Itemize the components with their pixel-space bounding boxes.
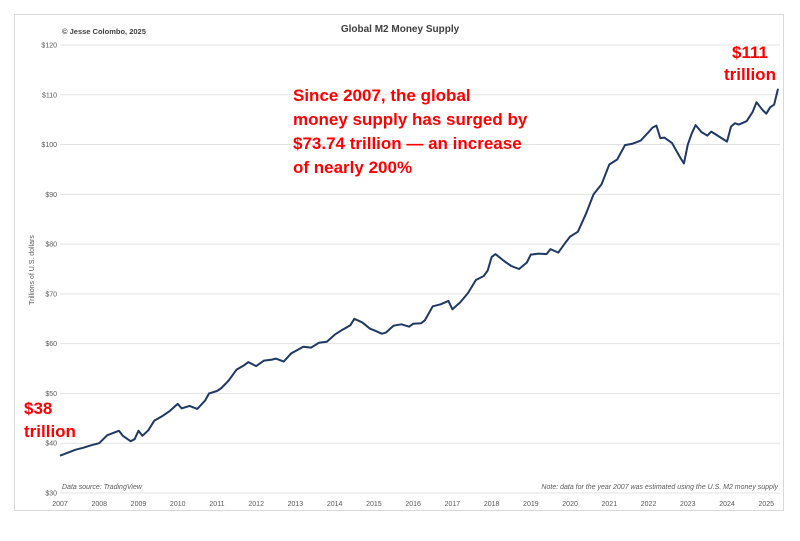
y-tick-label: $100 — [41, 142, 57, 149]
x-tick-label: 2025 — [758, 501, 774, 508]
end-unit-label: trillion — [724, 65, 776, 84]
annotation-line-4: of nearly 200% — [293, 158, 412, 177]
x-tick-label: 2022 — [641, 501, 657, 508]
x-tick-label: 2015 — [366, 501, 382, 508]
y-tick-label: $90 — [45, 192, 57, 199]
y-tick-label: $110 — [42, 92, 57, 99]
source-note: Data source: TradingView — [62, 484, 143, 491]
start-value-label: $38 — [24, 399, 52, 418]
y-tick-label: $40 — [45, 441, 57, 448]
x-tick-label: 2009 — [131, 501, 147, 508]
x-tick-label: 2012 — [248, 501, 264, 508]
end-annotation: $111 trillion — [724, 43, 776, 84]
start-unit-label: trillion — [24, 422, 76, 441]
x-tick-label: 2021 — [602, 501, 618, 508]
x-tick-label: 2020 — [562, 501, 578, 508]
y-tick-label: $30 — [45, 491, 57, 498]
footnote: Note: data for the year 2007 was estimat… — [541, 484, 778, 491]
start-annotation: $38 trillion — [24, 399, 76, 441]
y-tick-label: $70 — [45, 291, 57, 298]
y-tick-label: $120 — [41, 43, 57, 50]
x-tick-label: 2017 — [445, 501, 461, 508]
gridlines — [60, 44, 780, 494]
x-tick-label: 2014 — [327, 501, 343, 508]
main-annotation: Since 2007, the global money supply has … — [293, 86, 528, 177]
x-tick-label: 2010 — [170, 501, 186, 508]
y-tick-label: $80 — [45, 242, 57, 249]
copyright-text: © Jesse Colombo, 2025 — [62, 27, 146, 36]
y-axis-ticks: $30 $40 $50 $60 $70 $80 $90 $100 $110 $120 — [41, 43, 57, 498]
x-tick-label: 2024 — [719, 501, 735, 508]
chart-frame — [14, 14, 784, 511]
series-line — [59, 88, 779, 457]
x-tick-label: 2019 — [523, 501, 539, 508]
annotation-line-3: $73.74 trillion — an increase — [293, 134, 522, 153]
x-axis-ticks: 2007 2008 2009 2010 2011 2012 2013 2014 2015 2016… — [52, 501, 774, 508]
x-tick-label: 2018 — [484, 501, 500, 508]
annotation-line-1: Since 2007, the global — [293, 86, 471, 105]
y-axis-label: Trillions of U.S. dollars — [29, 235, 36, 305]
x-tick-label: 2013 — [288, 501, 304, 508]
annotation-line-2: money supply has surged by — [293, 110, 528, 129]
chart-title: Global M2 Money Supply — [341, 24, 460, 35]
x-tick-label: 2016 — [405, 501, 421, 508]
x-tick-label: 2007 — [52, 501, 68, 508]
x-tick-label: 2011 — [209, 501, 224, 508]
y-tick-label: $60 — [45, 341, 57, 348]
end-value-label: $111 — [732, 43, 768, 62]
x-tick-label: 2023 — [680, 501, 696, 508]
x-tick-label: 2008 — [91, 501, 107, 508]
y-tick-label: $50 — [45, 391, 57, 398]
